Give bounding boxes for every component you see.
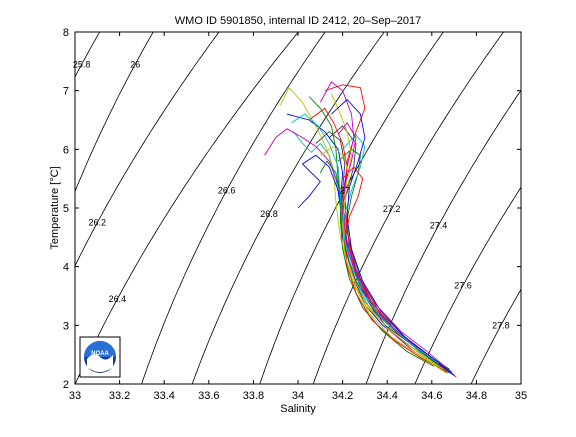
x-tick-label: 33 (69, 390, 81, 402)
profile-line (297, 154, 455, 376)
y-axis-label: Temperature [°C] (49, 166, 61, 249)
x-axis-ticks: 33 33.2 33.4 33.6 33.8 34 34.2 34.4 34.6 34.8 35 (69, 32, 527, 402)
isopycnal-label: 27.8 (492, 320, 510, 330)
isopycnal-label: 26 (130, 59, 140, 69)
isopycnal-line (312, 32, 504, 384)
x-tick-label: 35 (515, 390, 527, 402)
x-tick-label: 33.6 (198, 390, 219, 402)
svg-text:NOAA: NOAA (91, 351, 109, 357)
x-tick-label: 33.8 (243, 390, 264, 402)
profile-series (264, 81, 457, 378)
isopycnal-label: 27.6 (454, 280, 472, 290)
isopycnal-line (259, 32, 444, 384)
isopycnal-line (141, 32, 326, 384)
isopycnal-line (75, 32, 220, 267)
isopycnal-label: 27.2 (383, 204, 401, 214)
profile-line (315, 131, 450, 373)
y-axis-ticks: 2 3 4 5 6 7 8 (63, 27, 521, 391)
x-tick-label: 34.2 (332, 390, 353, 402)
profile-line (331, 98, 455, 376)
x-tick-label: 34.4 (376, 390, 397, 402)
x-tick-label: 33.2 (109, 390, 130, 402)
profile-line (342, 166, 448, 373)
isopycnal-label: 26.2 (89, 218, 107, 228)
noaa-logo: NOAA (79, 336, 121, 378)
profile-line (320, 145, 446, 373)
isopycnal-label: 26.6 (218, 185, 236, 195)
y-tick-label: 3 (63, 320, 69, 332)
isopycnal-line (414, 186, 521, 384)
x-axis-label: Salinity (280, 403, 316, 415)
profile-line (308, 96, 453, 373)
y-tick-label: 2 (63, 379, 69, 391)
x-tick-label: 34 (292, 390, 304, 402)
x-tick-label: 33.4 (153, 390, 174, 402)
y-tick-label: 6 (63, 144, 69, 156)
isopycnal-line (75, 32, 299, 384)
profile-line (293, 131, 450, 374)
profile-line (337, 122, 453, 373)
profile-line (330, 93, 444, 370)
x-tick-label: 34.6 (421, 390, 442, 402)
isopycnal-label: 26.8 (260, 209, 278, 219)
isopycnal-line (75, 32, 154, 193)
y-tick-label: 5 (63, 203, 69, 215)
profile-line (291, 113, 439, 364)
isopycnal-label: 27 (340, 185, 350, 195)
profile-line (286, 113, 455, 376)
y-tick-label: 7 (63, 86, 69, 98)
isopycnal-label: 27.4 (430, 221, 448, 231)
chart-title: WMO ID 5901850, internal ID 2412, 20–Sep… (175, 15, 421, 27)
y-tick-label: 8 (63, 27, 69, 39)
profile-line (308, 107, 441, 367)
isopycnal-label: 25.8 (73, 59, 91, 69)
isopycnal-line (470, 288, 521, 384)
isopycnal-label: 26.4 (109, 294, 127, 304)
isopycnal-line (191, 32, 385, 384)
profile-line (319, 160, 435, 367)
y-tick-label: 4 (63, 262, 69, 274)
x-tick-label: 34.8 (466, 390, 487, 402)
isopycnal-lines (75, 32, 521, 384)
isopycnal-labels: 25.8 26 26.2 26.4 26.6 26.8 27 27.2 27.4 27.6 27.8 (73, 59, 510, 330)
